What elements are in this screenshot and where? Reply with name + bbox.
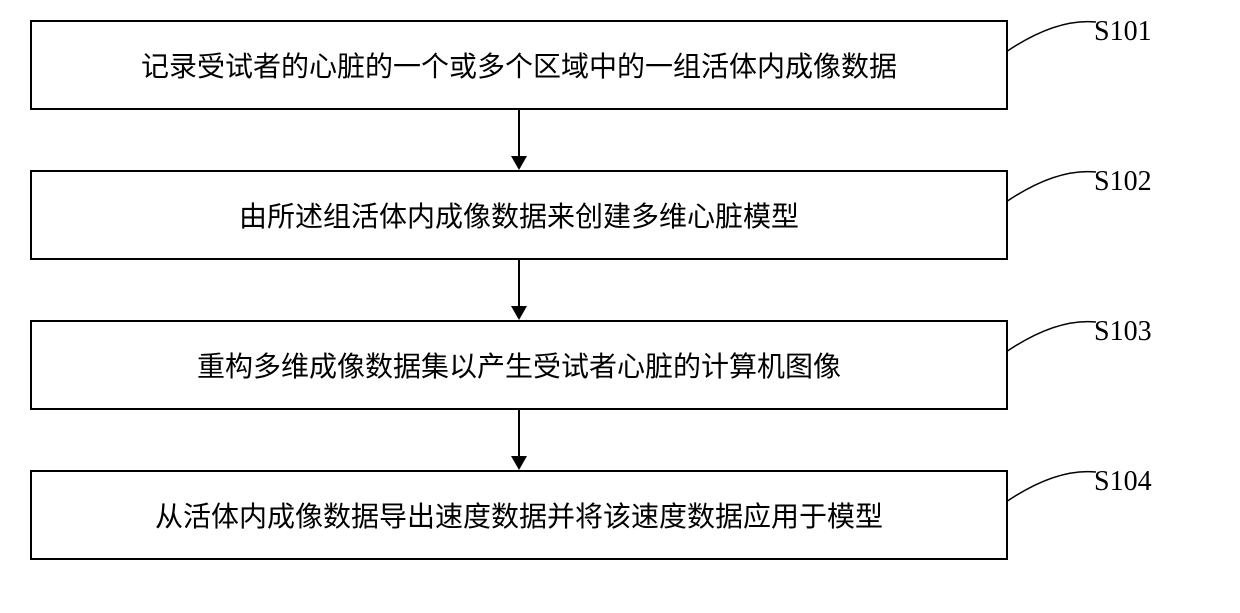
step-text-S104: 从活体内成像数据导出速度数据并将该速度数据应用于模型 [155,495,883,535]
arrow-line-1 [518,260,520,306]
step-label-S103: S103 [1094,316,1152,348]
label-curve-S104 [1006,468,1096,502]
step-label-S102: S102 [1094,166,1152,198]
step-text-S101: 记录受试者的心脏的一个或多个区域中的一组活体内成像数据 [141,45,897,85]
step-text-S103: 重构多维成像数据集以产生受试者心脏的计算机图像 [197,345,841,385]
arrow-head-0 [511,156,527,170]
step-label-S104: S104 [1094,466,1152,498]
label-curve-S101 [1006,18,1096,52]
step-box-S102: 由所述组活体内成像数据来创建多维心脏模型 [30,170,1008,260]
step-label-S101: S101 [1094,16,1152,48]
arrow-line-2 [518,410,520,456]
label-curve-S102 [1006,168,1096,202]
step-box-S104: 从活体内成像数据导出速度数据并将该速度数据应用于模型 [30,470,1008,560]
step-box-S101: 记录受试者的心脏的一个或多个区域中的一组活体内成像数据 [30,20,1008,110]
arrow-head-2 [511,456,527,470]
flowchart-canvas: 记录受试者的心脏的一个或多个区域中的一组活体内成像数据 S101 由所述组活体内成像… [0,0,1240,613]
step-text-S102: 由所述组活体内成像数据来创建多维心脏模型 [239,195,799,235]
label-curve-S103 [1006,318,1096,352]
arrow-line-0 [518,110,520,156]
arrow-head-1 [511,306,527,320]
step-box-S103: 重构多维成像数据集以产生受试者心脏的计算机图像 [30,320,1008,410]
